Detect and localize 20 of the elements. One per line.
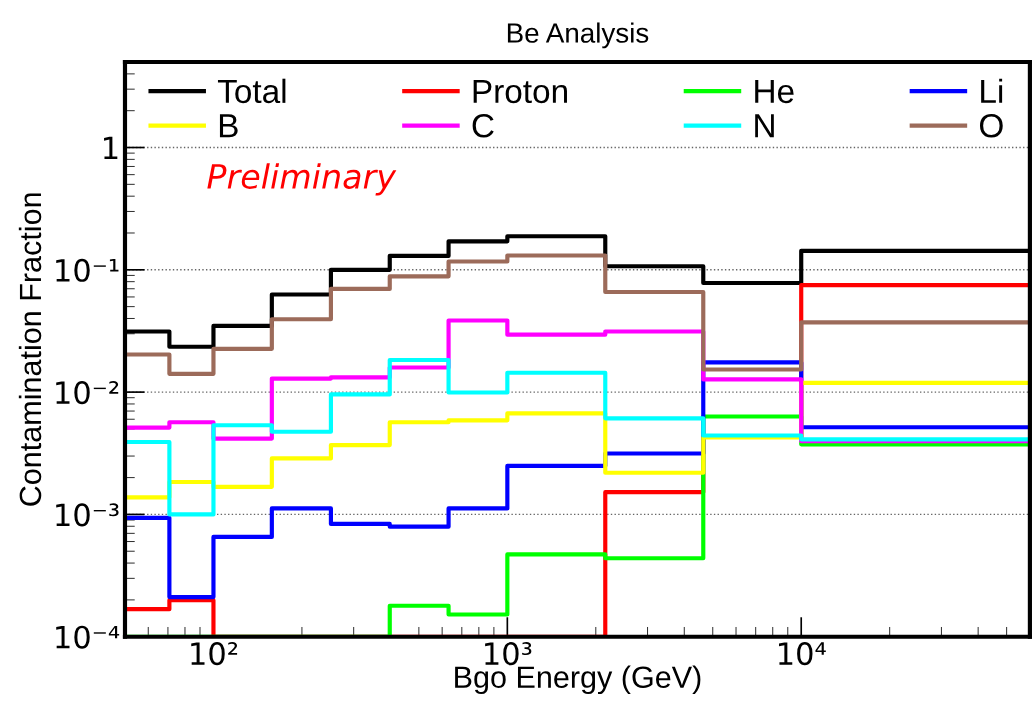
legend-label: O (979, 113, 1003, 138)
y-tick-label: 10⁻⁴ (56, 625, 120, 649)
x-tick-label: 10² (191, 642, 238, 666)
legend-label: Total (217, 78, 286, 104)
y-tick-label: 1 (104, 136, 118, 160)
y-tick-label: 10⁻² (56, 381, 119, 405)
y-axis-title: Contamination Fraction (18, 193, 42, 506)
legend-label: C (472, 113, 494, 138)
legend-label: N (755, 114, 774, 138)
legend-label: Li (981, 78, 1003, 103)
x-tick-label: 10⁴ (779, 642, 826, 666)
legend-label: B (219, 114, 238, 138)
chart-title: Be Analysis (507, 22, 649, 49)
x-tick-label: 10³ (485, 642, 532, 666)
legend-label: He (755, 79, 794, 104)
legend-label: Proton (473, 79, 567, 104)
y-tick-label: 10⁻³ (56, 503, 119, 527)
x-axis-title: Bgo Energy (GeV) (455, 665, 701, 695)
y-tick-label: 10⁻¹ (56, 258, 119, 282)
annotation: Preliminary (207, 163, 397, 196)
